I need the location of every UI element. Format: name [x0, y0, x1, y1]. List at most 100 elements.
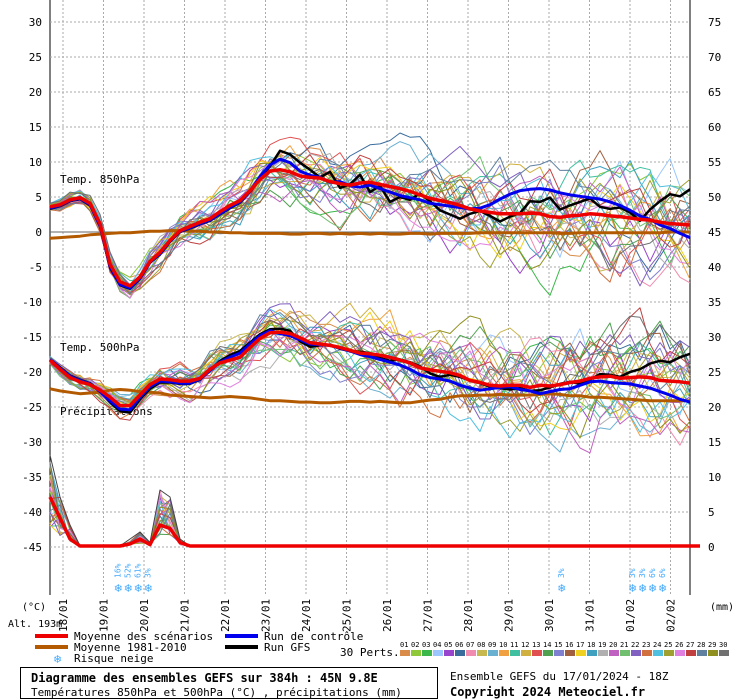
- date-tick-label: 30/01: [543, 599, 556, 632]
- precip-member: [49, 486, 690, 547]
- chart-title: Diagramme des ensembles GEFS sur 384h : …: [31, 671, 378, 685]
- legend-clim-label: Moyenne 1981-2010: [74, 641, 187, 654]
- date-tick-label: 26/01: [381, 599, 394, 632]
- legend-pert-swatch: [477, 650, 487, 656]
- legend-pert-swatch: [466, 650, 476, 656]
- precip-member: [49, 461, 690, 547]
- legend-pert-swatch: [532, 650, 542, 656]
- legend-pert-swatch: [411, 650, 421, 656]
- legend-control-label: Run de contrôle: [264, 630, 363, 643]
- snow-risk-label: 3%: [638, 568, 647, 578]
- legend-pert-swatch: [400, 650, 410, 656]
- snowflake-icon: ❄: [124, 582, 133, 595]
- date-tick-label: 24/01: [300, 599, 313, 632]
- date-tick-label: 31/01: [584, 599, 597, 632]
- right-tick-label: 40: [708, 261, 721, 274]
- legend-pert-number: 14: [543, 641, 551, 649]
- right-tick-label: 5: [708, 506, 715, 519]
- copyright: Copyright 2024 Meteociel.fr: [450, 685, 646, 699]
- date-tick-label: 20/01: [138, 599, 151, 632]
- legend-pert-swatch: [554, 650, 564, 656]
- left-tick-label: 25: [29, 51, 42, 64]
- t500-control-line: [49, 329, 691, 412]
- legend-pert-number: 13: [532, 641, 540, 649]
- snowflake-icon: ❄: [114, 582, 123, 595]
- legend-pert-number: 10: [499, 641, 507, 649]
- precip-member: [49, 474, 690, 547]
- left-tick-label: -20: [22, 366, 42, 379]
- snowflake-icon: ❄: [557, 582, 566, 595]
- altitude-label: Alt. 193m: [8, 619, 62, 630]
- right-tick-label: 35: [708, 296, 721, 309]
- t850-member: [49, 145, 691, 293]
- t850-clim-line: [49, 229, 690, 240]
- right-tick-label: 15: [708, 436, 721, 449]
- legend-pert-number: 23: [642, 641, 650, 649]
- t500-clim-line: [49, 387, 690, 405]
- legend-snowflake-icon: ❄: [53, 653, 62, 666]
- run-info: Ensemble GEFS du 17/01/2024 - 18Z: [450, 670, 669, 683]
- right-tick-label: 65: [708, 86, 721, 99]
- date-tick-label: 22/01: [219, 599, 232, 632]
- precip-member: [49, 504, 690, 547]
- precip-member: [49, 488, 690, 547]
- legend-pert-swatch: [543, 650, 553, 656]
- left-tick-label: -15: [22, 331, 42, 344]
- snow-risk-label: 16%: [114, 563, 123, 578]
- snow-risk-label: 3%: [144, 568, 153, 578]
- legend-pert-number: 19: [598, 641, 606, 649]
- date-tick-label: 21/01: [179, 599, 192, 632]
- legend-pert-swatch: [631, 650, 641, 656]
- legend-pert-number: 09: [488, 641, 496, 649]
- left-tick-label: -40: [22, 506, 42, 519]
- footer-title-box: Diagramme des ensembles GEFS sur 384h : …: [20, 667, 438, 699]
- left-tick-label: -10: [22, 296, 42, 309]
- legend-pert-number: 22: [631, 641, 639, 649]
- legend-gfs-label: Run GFS: [264, 641, 310, 654]
- legend-pert-swatch: [642, 650, 652, 656]
- t500-member: [49, 328, 691, 413]
- snow-risk-label: 3%: [557, 568, 566, 578]
- left-tick-label: 0: [35, 226, 42, 239]
- legend-pert-swatch: [510, 650, 520, 656]
- snow-risk-label: 6%: [648, 568, 657, 578]
- legend-pert-number: 12: [521, 641, 529, 649]
- precip-member: [49, 487, 690, 547]
- t850-member: [49, 162, 691, 293]
- legend-pert-number: 18: [587, 641, 595, 649]
- snowflake-icon: ❄: [628, 582, 637, 595]
- precip-mean-line: [48, 496, 700, 548]
- right-tick-label: 60: [708, 121, 721, 134]
- snowflake-icon: ❄: [658, 582, 667, 595]
- right-tick-label: 20: [708, 401, 721, 414]
- legend-pert-swatch: [697, 650, 707, 656]
- left-tick-label: -30: [22, 436, 42, 449]
- snow-risk-label: 52%: [124, 563, 133, 578]
- legend-pert-number: 06: [455, 641, 463, 649]
- date-tick-label: 19/01: [98, 599, 111, 632]
- legend-pert-swatch: [488, 650, 498, 656]
- legend-pert-swatch: [455, 650, 465, 656]
- left-tick-label: 20: [29, 86, 42, 99]
- legend-pert-number: 29: [708, 641, 716, 649]
- snow-risk-label: 6%: [658, 568, 667, 578]
- date-tick-label: 02/02: [665, 599, 678, 632]
- precip-max-line: [49, 454, 690, 547]
- t850-member: [49, 154, 691, 295]
- legend-pert-number: 01: [400, 641, 408, 649]
- t850-mean-line: [49, 167, 691, 288]
- left-tick-label: -5: [29, 261, 42, 274]
- left-tick-label: -35: [22, 471, 42, 484]
- left-tick-label: -25: [22, 401, 42, 414]
- legend-pert-number: 20: [609, 641, 617, 649]
- legend-pert-swatch: [587, 650, 597, 656]
- date-tick-label: 27/01: [422, 599, 435, 632]
- legend-pert-swatch: [609, 650, 619, 656]
- date-tick-label: 29/01: [503, 599, 516, 632]
- legend-pert-number: 07: [466, 641, 474, 649]
- legend-pert-number: 04: [433, 641, 441, 649]
- t850-member: [49, 155, 691, 295]
- date-tick-label: 18/01: [57, 599, 70, 632]
- t850-member: [49, 141, 691, 286]
- snowflake-icon: ❄: [144, 582, 153, 595]
